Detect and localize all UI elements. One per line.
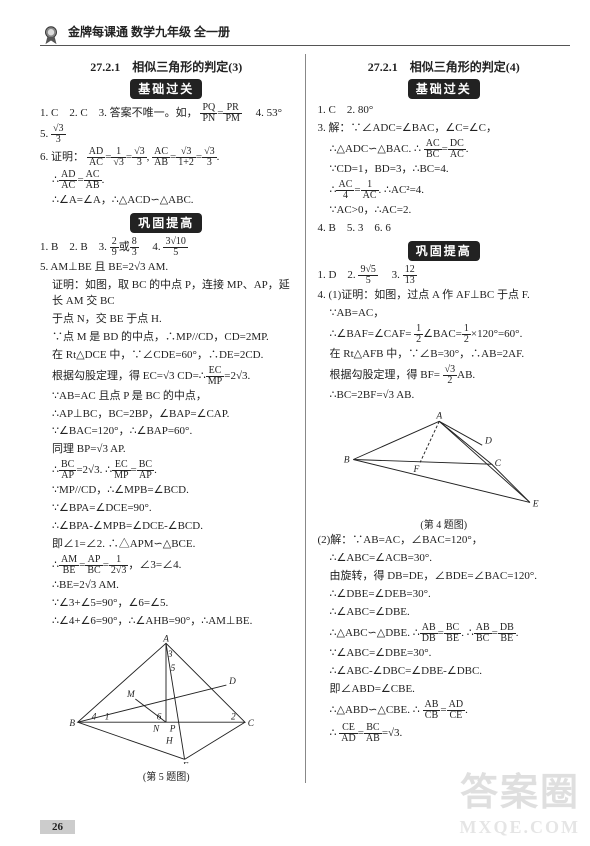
text-line: 1. C 2. 80° — [317, 103, 570, 119]
left-section-title: 27.2.1 相似三角形的判定(3) — [40, 58, 293, 75]
text-line: ∴△ABD∽△CBE. ∴ ABCB=ADCE. — [317, 700, 570, 721]
page: 金牌每课通 数学九年级 全一册 27.2.1 相似三角形的判定(3) 基础过关 … — [0, 0, 590, 846]
figure-5: A B C D E M P N H 3 5 4 1 2 6 — [56, 634, 276, 764]
text-line: 根据勾股定理，得 EC=√3 CD=∴ECMP=2√3. — [40, 366, 293, 387]
text-line: ∴∠DBE=∠DEB=30°. — [317, 587, 570, 603]
figure-caption: (第 5 题图) — [40, 768, 293, 783]
svg-text:D: D — [484, 436, 492, 447]
fraction: PQPN — [200, 103, 217, 124]
text-line: 1. B 2. B 3. 29或83 4. 3√105 — [40, 237, 293, 258]
text-line: ∵CD=1，BD=3，∴BC=4. — [317, 162, 570, 178]
badge-basic: 基础过关 — [130, 79, 202, 99]
svg-text:1: 1 — [105, 712, 110, 722]
text-line: ∵∠BPA=∠DCE=90°. — [40, 501, 293, 517]
svg-text:2: 2 — [231, 712, 236, 722]
svg-text:5: 5 — [171, 664, 176, 674]
text-line: ∴BC=2BF=√3 AB. — [317, 388, 570, 404]
column-divider — [305, 54, 306, 783]
header-title: 金牌每课通 数学九年级 全一册 — [68, 23, 230, 40]
text-line: ∵∠3+∠5=90°，∠6=∠5. — [40, 596, 293, 612]
svg-text:H: H — [165, 736, 174, 746]
watermark-url: MXQE.COM — [460, 817, 580, 838]
text-line: ∵AC>0，∴AC=2. — [317, 203, 570, 219]
text-line: 即∠ABD=∠CBE. — [317, 682, 570, 698]
figure-4: A B C D E F — [339, 407, 549, 512]
text-line: 根据勾股定理，得 BF= √32AB. — [317, 365, 570, 386]
text-line: ∴AMBE=APBC=12√3，∠3=∠4. — [40, 555, 293, 576]
columns: 27.2.1 相似三角形的判定(3) 基础过关 1. C 2. C 3. 答案不… — [40, 54, 570, 783]
text-line: ∴ADAC=ACAB. — [40, 170, 293, 191]
page-number: 26 — [40, 820, 75, 834]
left-column: 27.2.1 相似三角形的判定(3) 基础过关 1. C 2. C 3. 答案不… — [40, 54, 293, 783]
text-line: ∵∠BAC=120°，∴∠BAP=60°. — [40, 424, 293, 440]
text-line: 1. C 2. C 3. 答案不唯一。如， PQPN=PRPM 4. 53° 5… — [40, 103, 293, 145]
text-line: ∴∠A=∠A，∴△ACD∽△ABC. — [40, 193, 293, 209]
svg-text:B: B — [70, 719, 76, 729]
svg-text:D: D — [228, 677, 236, 687]
text-line: 3. 解：∵∠ADC=∠BAC，∠C=∠C， — [317, 121, 570, 137]
svg-text:3: 3 — [167, 650, 173, 660]
text-line: ∴∠4+∠6=90°，∴∠AHB=90°，∴AM⊥BE. — [40, 614, 293, 630]
badge-advance: 巩固提高 — [408, 241, 480, 261]
page-header: 金牌每课通 数学九年级 全一册 — [40, 20, 570, 46]
text-line: 证明：如图，取 BC 的中点 P，连接 MP、AP，延长 AM 交 BC — [40, 278, 293, 310]
text-line: 6. 证明： ADAC=1√3=√33, ACAB=√31+2=√33. — [40, 147, 293, 168]
text-line: ∵AB=AC 且点 P 是 BC 的中点， — [40, 389, 293, 405]
text-line: ∴△ABC∽△DBE. ∴ABDB=BCBE. ∴ABBC=DBBE. — [317, 623, 570, 644]
text-line: ∵AB=AC， — [317, 306, 570, 322]
text-line: ∴∠ABC=∠DBE. — [317, 605, 570, 621]
text-line: ∴∠BPA-∠MPB=∠DCE-∠BCD. — [40, 519, 293, 535]
svg-text:A: A — [435, 411, 442, 422]
text-line: 5. AM⊥BE 且 BE=2√3 AM. — [40, 260, 293, 276]
svg-text:B: B — [344, 455, 350, 466]
svg-text:E: E — [532, 499, 539, 510]
text-line: (2)解：∵AB=AC，∠BAC=120°， — [317, 533, 570, 549]
svg-text:P: P — [169, 724, 176, 734]
text-line: ∵MP//CD，∴∠MPB=∠BCD. — [40, 483, 293, 499]
svg-text:6: 6 — [157, 712, 162, 722]
svg-text:4: 4 — [92, 712, 97, 722]
text-line: 同理 BP=√3 AP. — [40, 442, 293, 458]
text-line: 4. B 5. 3 6. 6 — [317, 221, 570, 237]
text-line: 在 Rt△AFB 中，∵∠B=30°，∴AB=2AF. — [317, 347, 570, 363]
text-line: ∴BE=2√3 AM. — [40, 578, 293, 594]
svg-text:E: E — [182, 762, 189, 764]
badge-advance: 巩固提高 — [130, 213, 202, 233]
svg-text:C: C — [248, 719, 255, 729]
right-section-title: 27.2.1 相似三角形的判定(4) — [317, 58, 570, 75]
svg-text:N: N — [152, 724, 160, 734]
svg-text:C: C — [494, 459, 501, 470]
text-line: 由旋转，得 DB=DE，∠BDE=∠BAC=120°. — [317, 569, 570, 585]
text-line: ∴ CEAD=BCAB=√3. — [317, 723, 570, 744]
ribbon-icon — [40, 20, 62, 42]
text-line: 4. (1)证明：如图，过点 A 作 AF⊥BC 于点 F. — [317, 288, 570, 304]
text-line: ∴AP⊥BC，BC=2BP，∠BAP=∠CAP. — [40, 407, 293, 423]
svg-text:F: F — [412, 464, 419, 475]
text-line: ∴∠ABC=∠ACB=30°. — [317, 551, 570, 567]
text-line: 于点 N，交 BE 于点 H. — [40, 312, 293, 328]
text-line: 即∠1=∠2. ∴△APM∽△BCE. — [40, 537, 293, 553]
svg-text:M: M — [126, 690, 136, 700]
text-line: ∴△ADC∽△BAC. ∴ ACBC=DCAC. — [317, 139, 570, 160]
text-line: ∴BCAP=2√3. ∴ECMP=BCAP. — [40, 460, 293, 481]
text-line: ∴AC4=1AC. ∴AC²=4. — [317, 180, 570, 201]
figure-caption: (第 4 题图) — [317, 516, 570, 531]
right-column: 27.2.1 相似三角形的判定(4) 基础过关 1. C 2. 80° 3. 解… — [317, 54, 570, 783]
text-line: ∵点 M 是 BD 的中点，∴MP//CD，CD=2MP. — [40, 330, 293, 346]
badge-basic: 基础过关 — [408, 79, 480, 99]
text-line: 在 Rt△DCE 中，∵∠CDE=60°，∴DE=2CD. — [40, 348, 293, 364]
svg-text:A: A — [162, 634, 169, 644]
text-line: ∴∠ABC-∠DBC=∠DBE-∠DBC. — [317, 664, 570, 680]
text-line: 1. D 2. 9√55 3. 1213 — [317, 265, 570, 286]
text-line: ∴∠BAF=∠CAF= 12∠BAC=12×120°=60°. — [317, 324, 570, 345]
text-line: ∵∠ABC=∠DBE=30°. — [317, 646, 570, 662]
